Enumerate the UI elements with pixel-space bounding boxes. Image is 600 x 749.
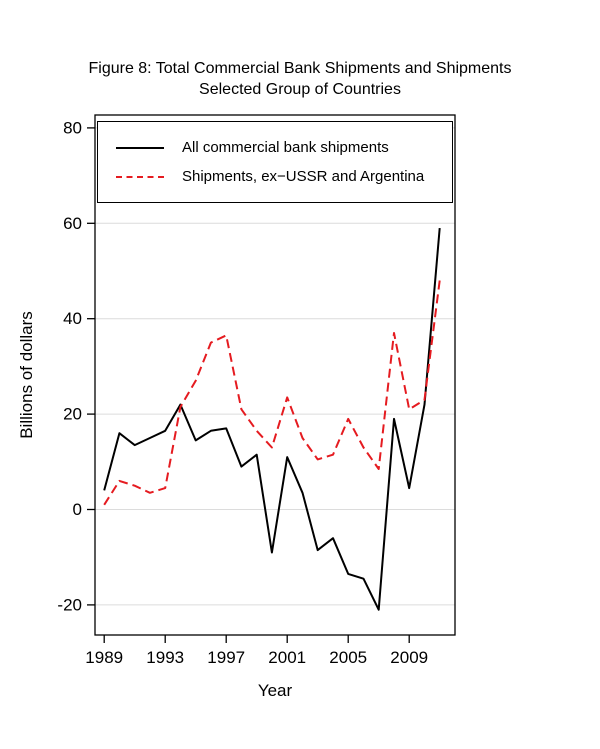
legend: All commercial bank shipments Shipments,… [97, 121, 453, 203]
x-axis-label: Year [258, 681, 293, 700]
x-tick-label: 2009 [390, 648, 428, 667]
chart-title-line1: Figure 8: Total Commercial Bank Shipment… [88, 60, 512, 77]
series-line-1 [103, 280, 441, 506]
x-tick-label: 1993 [146, 648, 184, 667]
plot-border [94, 114, 456, 636]
y-tick-label: -20 [57, 595, 82, 614]
x-tick-label: 2005 [329, 648, 367, 667]
y-tick-label: 40 [63, 309, 82, 328]
series-line-0 [103, 228, 441, 611]
x-tick-label: 1997 [207, 648, 245, 667]
x-tick-label: 1989 [85, 648, 123, 667]
y-axis-label: Billions of dollars [17, 311, 36, 439]
x-tick-label: 2001 [268, 648, 306, 667]
dashed-line-swatch [116, 175, 164, 178]
y-tick-label: 20 [63, 405, 82, 424]
legend-label-all-shipments: All commercial bank shipments [182, 139, 389, 156]
y-tick-label: 60 [63, 214, 82, 233]
legend-item-ex-ussr-argentina: Shipments, ex−USSR and Argentina [98, 168, 452, 185]
legend-label-ex-ussr-argentina: Shipments, ex−USSR and Argentina [182, 168, 425, 185]
y-tick-label: 0 [73, 500, 82, 519]
chart-title-line2: Selected Group of Countries [199, 81, 401, 98]
legend-item-all-shipments: All commercial bank shipments [98, 139, 452, 156]
chart-title: Figure 8: Total Commercial Bank Shipment… [0, 58, 600, 100]
solid-line-swatch [116, 146, 164, 149]
y-tick-label: 80 [63, 118, 82, 137]
